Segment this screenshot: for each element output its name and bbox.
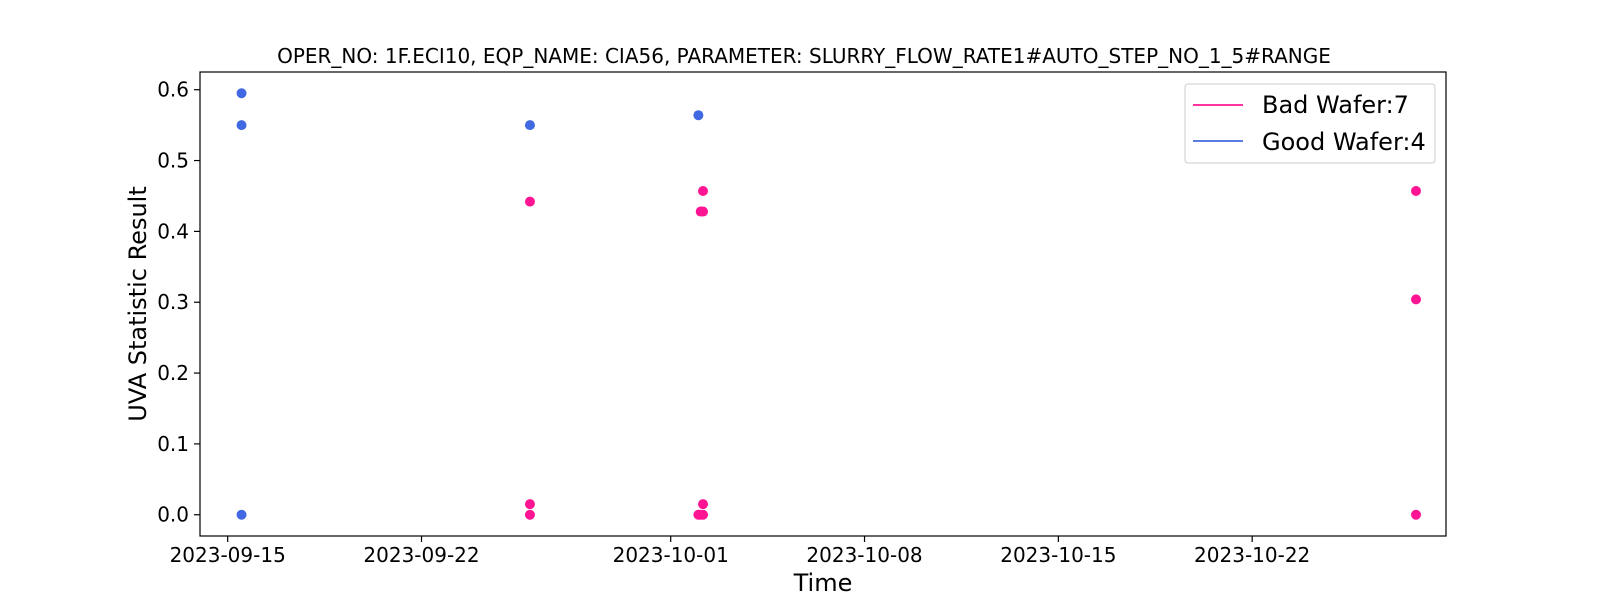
legend-label-good-wafer: Good Wafer:4 [1262,128,1426,156]
y-tick-label: 0.4 [157,219,189,243]
legend: Bad Wafer:7 Good Wafer:4 [1184,83,1436,164]
good-wafer-point [524,120,535,131]
x-tick-label: 2023-10-22 [1194,543,1310,567]
bad-wafer-point [524,196,535,207]
y-axis: 0.0 0.1 0.2 0.3 0.4 0.5 0.6 [157,78,200,527]
scatter-points [236,88,1422,520]
good-wafer-point [236,509,247,520]
bad-wafer-point [698,206,709,217]
x-tick-label: 2023-10-15 [1000,543,1116,567]
y-axis-label: UVA Statistic Result [124,186,152,422]
y-tick-label: 0.3 [157,290,189,314]
x-axis: 2023-09-15 2023-09-22 2023-10-01 2023-10-08… [170,536,1310,567]
y-tick-label: 0.0 [157,503,189,527]
y-tick-label: 0.1 [157,432,189,456]
y-tick-label: 0.2 [157,361,189,385]
bad-wafer-point [698,499,709,510]
plot-frame [199,71,1447,537]
bad-wafer-point [524,499,535,510]
x-tick-label: 2023-09-15 [170,543,286,567]
bad-wafer-point [524,509,535,520]
bad-wafer-point [1411,509,1422,520]
chart-title: OPER_NO: 1F.ECI10, EQP_NAME: CIA56, PARA… [277,44,1331,68]
x-axis-label: Time [793,569,853,597]
x-tick-label: 2023-10-08 [806,543,922,567]
y-tick-label: 0.6 [157,78,189,102]
bad-wafer-point [1411,294,1422,305]
bad-wafer-point [1411,186,1422,197]
legend-label-bad-wafer: Bad Wafer:7 [1262,91,1409,119]
bad-wafer-point [698,186,709,197]
bad-wafer-point [698,509,709,520]
x-tick-label: 2023-10-01 [613,543,729,567]
good-wafer-point [236,88,247,99]
good-wafer-point [693,110,704,121]
good-wafer-point [236,120,247,131]
x-tick-label: 2023-09-22 [363,543,479,567]
y-tick-label: 0.5 [157,149,189,173]
legend-box [1184,83,1436,164]
